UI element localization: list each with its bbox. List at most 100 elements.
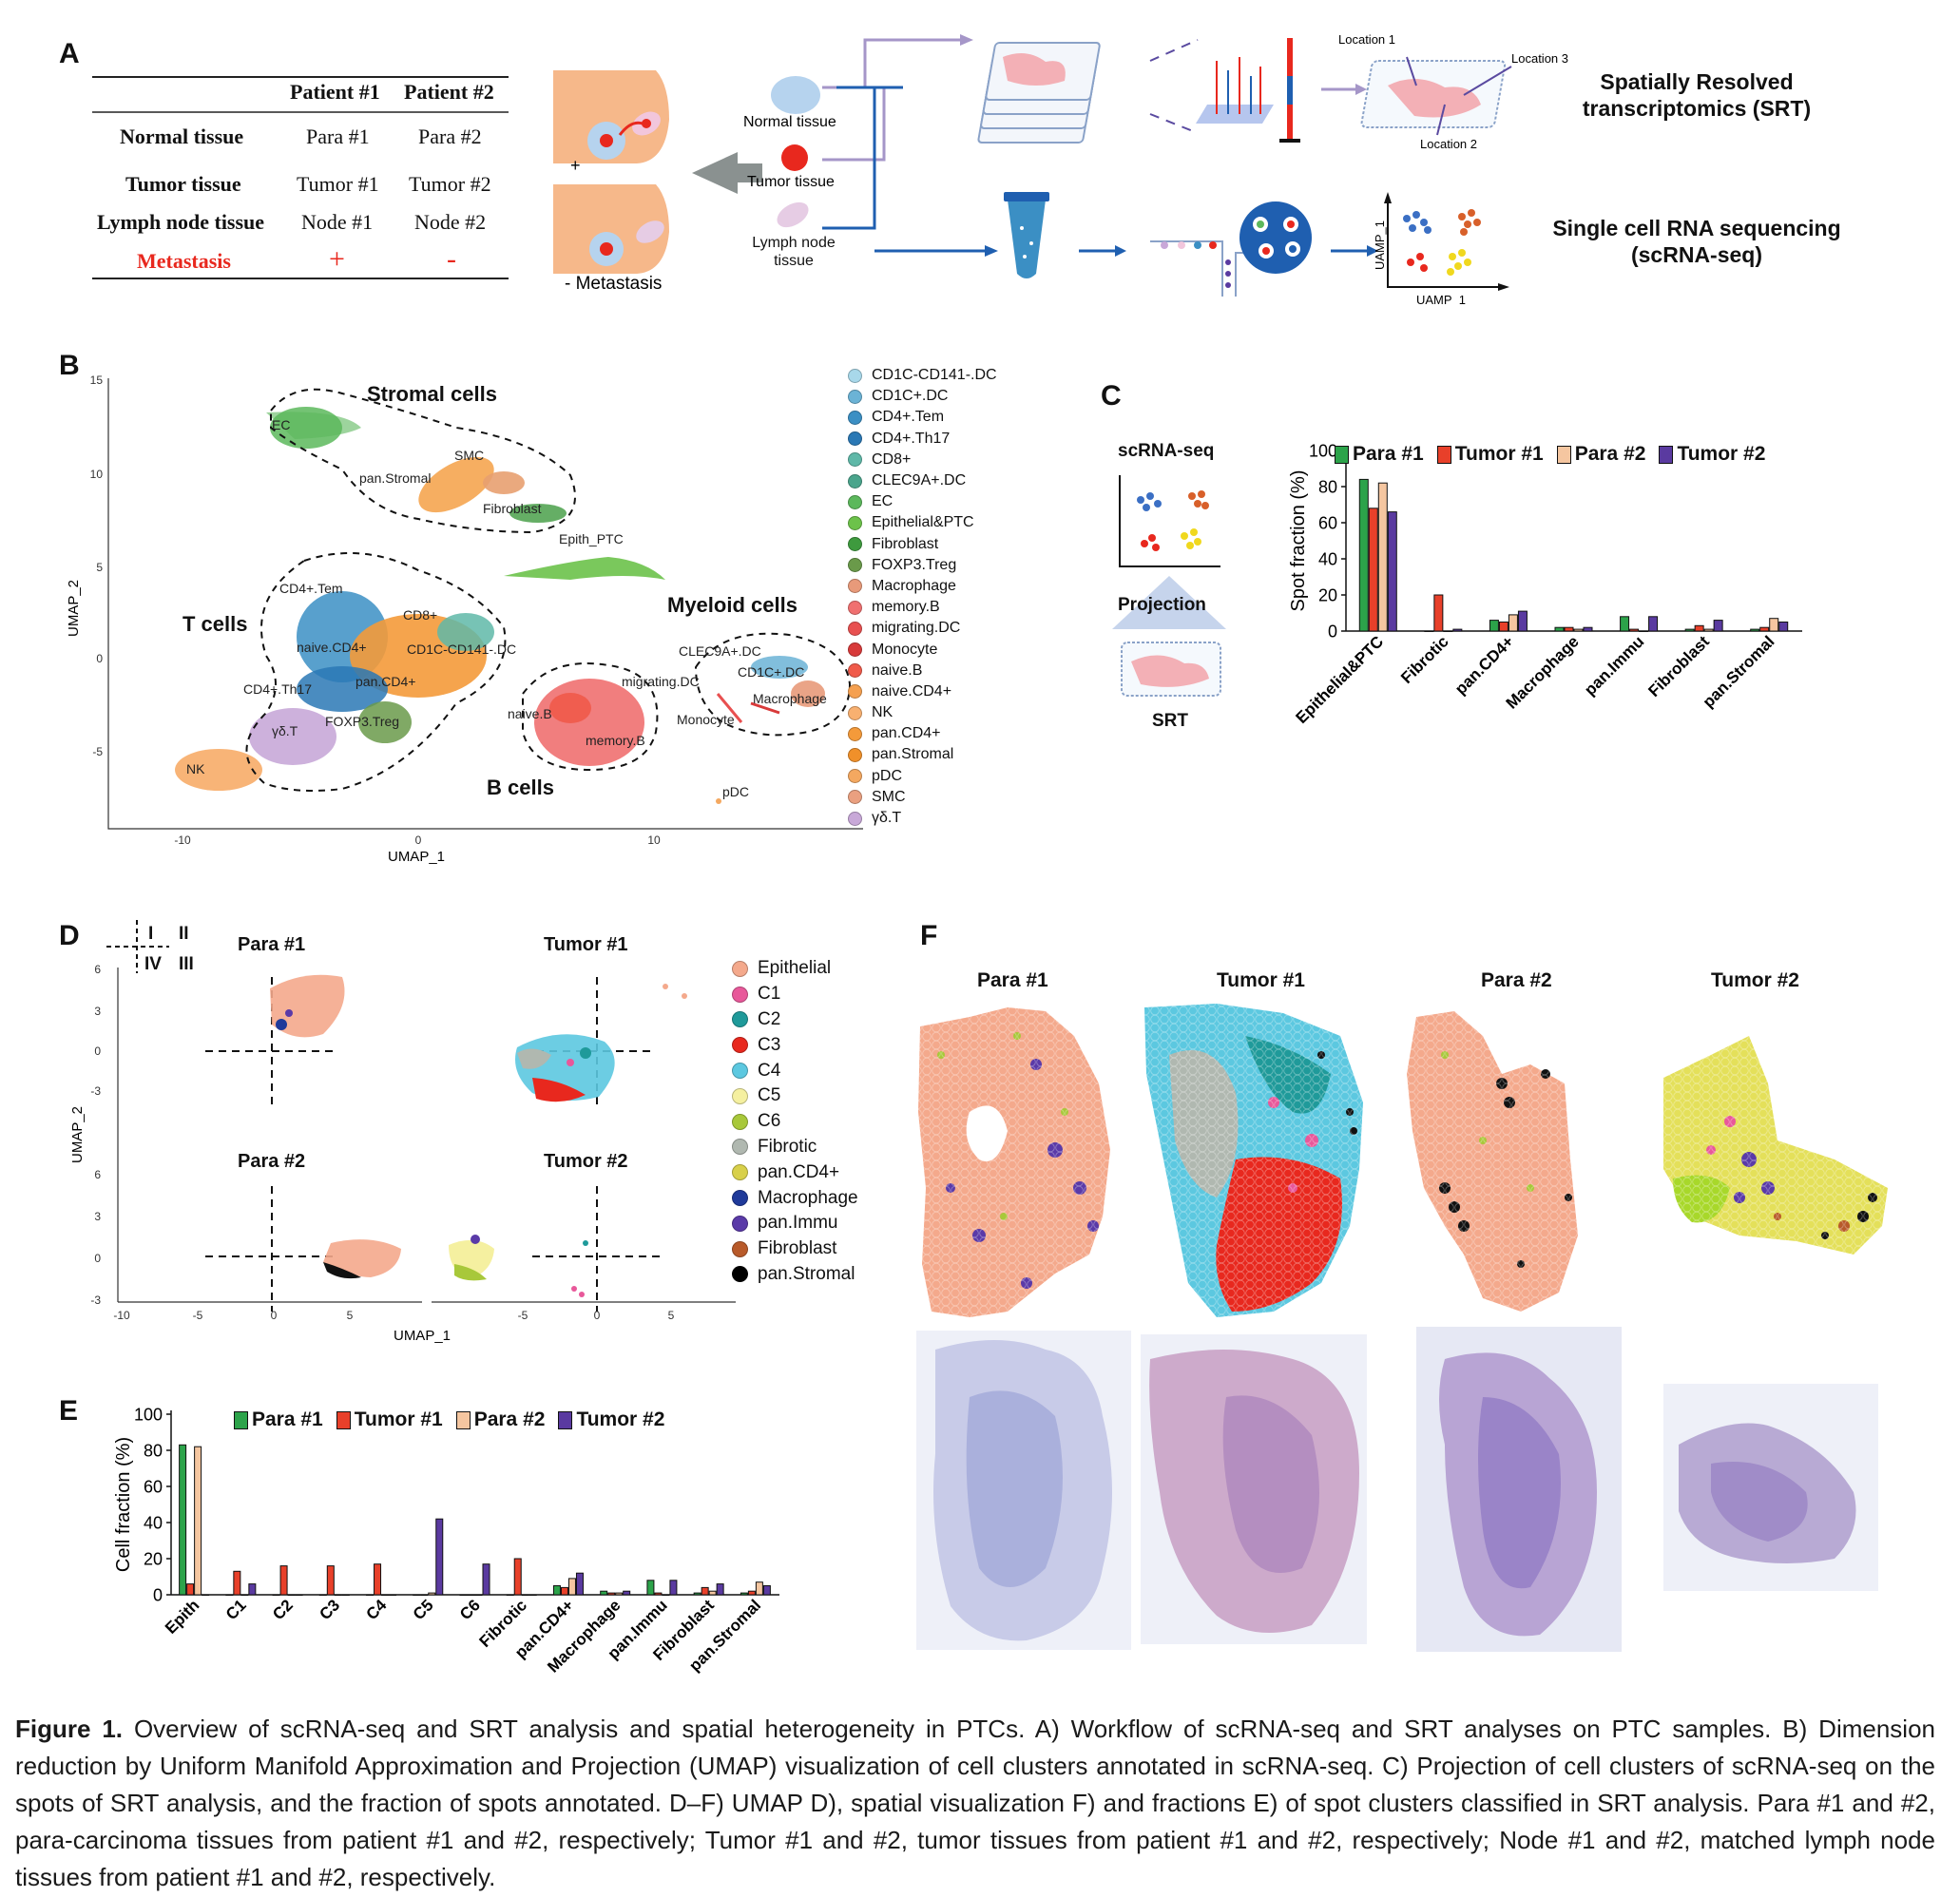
legend-swatch [848,684,862,699]
bar [1368,508,1378,632]
legend-item: Macrophage [848,576,997,597]
legend-item: Para #1 [234,1408,323,1431]
legend-item: C4 [732,1058,858,1083]
legend-label: NK [872,704,894,721]
minus-metastasis-label: - Metastasis [565,274,662,294]
chart-e-legend: Para #1 Tumor #1 Para #2 Tumor #2 [234,1408,664,1431]
bar [1358,478,1369,632]
legend-label: pan.CD4+ [872,725,941,742]
cluster-label: SMC [454,448,484,463]
panel-d-legend: Epithelial C1 C2 C3 C4 C5 C6 Fibrotic pan.CD4+ Ma… [732,956,858,1287]
legend-item: Fibroblast [732,1236,858,1262]
legend-label: CD1C-CD141-.DC [872,367,997,384]
legend-label: CD1C+.DC [872,388,949,405]
category-label: C5 [410,1596,437,1623]
subplot-title: Para #1 [238,934,305,955]
legend-swatch [848,579,862,594]
cluster-label: Epith_PTC [559,531,624,546]
bar [179,1444,187,1596]
bar [662,1594,670,1596]
bar [295,1594,303,1596]
legend-swatch [848,747,862,762]
legend-swatch [732,1011,748,1028]
x-tick: 5 [668,1309,675,1322]
cluster-label: pDC [722,784,749,799]
spatial-map-para2 [1407,998,1587,1321]
y-tick: 6 [94,1168,101,1181]
legend-item: CD8+ [848,450,997,470]
legend-label: Para #2 [473,1408,546,1430]
cluster-label: CD4+.Tem [279,581,343,596]
bar [194,1446,202,1596]
legend-swatch [848,811,862,826]
normal-tissue-icon [771,76,820,114]
bar [381,1594,390,1596]
legend-swatch [732,1215,748,1232]
group-label-t-cells: T cells [183,612,247,636]
bar [560,1586,568,1596]
bar [1554,626,1565,632]
legend-item: Monocyte [848,639,997,660]
bar [1377,482,1388,632]
y-tick: 0 [94,1044,101,1058]
legend-label: C1 [758,984,781,1005]
legend-swatch [848,705,862,720]
category-label: Fibrotic [1397,632,1452,687]
category-label: Epith [162,1596,202,1637]
he-image-tumor1 [1141,1334,1367,1644]
legend-label: pan.Immu [758,1213,838,1234]
bar [202,1594,210,1596]
y-tick-label: 20 [144,1549,163,1568]
legend-swatch [1436,445,1451,464]
panel-a-table [92,76,509,279]
umap-scatter-icon [1384,192,1509,291]
bar [575,1572,584,1596]
legend-swatch [848,389,862,404]
umap-y-icon-label: UAMP_1 [1373,220,1387,270]
y-tick: 6 [94,963,101,976]
legend-item: C2 [732,1007,858,1033]
bar [552,1585,561,1596]
bar [669,1580,678,1596]
legend-label: CD8+ [872,450,912,468]
legend-item: Epithelial [732,956,858,982]
table-cell: Para #1 [306,125,370,148]
legend-item: Fibrotic [732,1135,858,1160]
he-image-para1 [916,1331,1131,1650]
x-tick: 0 [415,834,422,847]
table-row-label-metastasis: Metastasis [137,249,231,273]
legend-item: Tumor #2 [1659,443,1765,466]
cluster-label: migrating.DC [622,674,700,689]
y-tick-label: 40 [1318,549,1337,568]
legend-label: pDC [872,767,903,784]
cluster-label: naive.CD4+ [297,640,367,655]
cluster-label: CD4+.Th17 [243,681,312,697]
bar [366,1594,375,1596]
scrna-title: Single cell RNA sequencing (scRNA-seq) [1552,216,1841,267]
bar [607,1592,616,1596]
y-tick-label: 80 [144,1441,163,1460]
legend-item: Macrophage [732,1185,858,1211]
lymph-node-icon [777,201,809,228]
legend-label: EC [872,493,894,510]
legend-item: γδ.T [848,808,997,829]
subplot-title: Para #2 [238,1151,305,1172]
legend-label: C3 [758,1034,781,1055]
metastasis-plus: + [329,243,345,275]
bar [1443,630,1453,632]
bar [1694,624,1704,632]
bar [701,1586,709,1596]
cluster-label: naive.B [508,706,552,721]
bar [708,1590,717,1596]
legend-item: Para #2 [455,1408,546,1431]
group-label-stromal: Stromal cells [367,382,497,406]
legend-label: Epithelial&PTC [872,514,974,531]
bar [615,1592,624,1596]
legend-label: Tumor #2 [576,1408,665,1430]
y-tick-label: 20 [1318,585,1337,604]
legend-swatch [848,726,862,741]
legend-label: CLEC9A+.DC [872,472,967,489]
subplot-title: Tumor #2 [544,1151,628,1172]
bar [646,1580,655,1596]
legend-item: Epithelial&PTC [848,512,997,533]
